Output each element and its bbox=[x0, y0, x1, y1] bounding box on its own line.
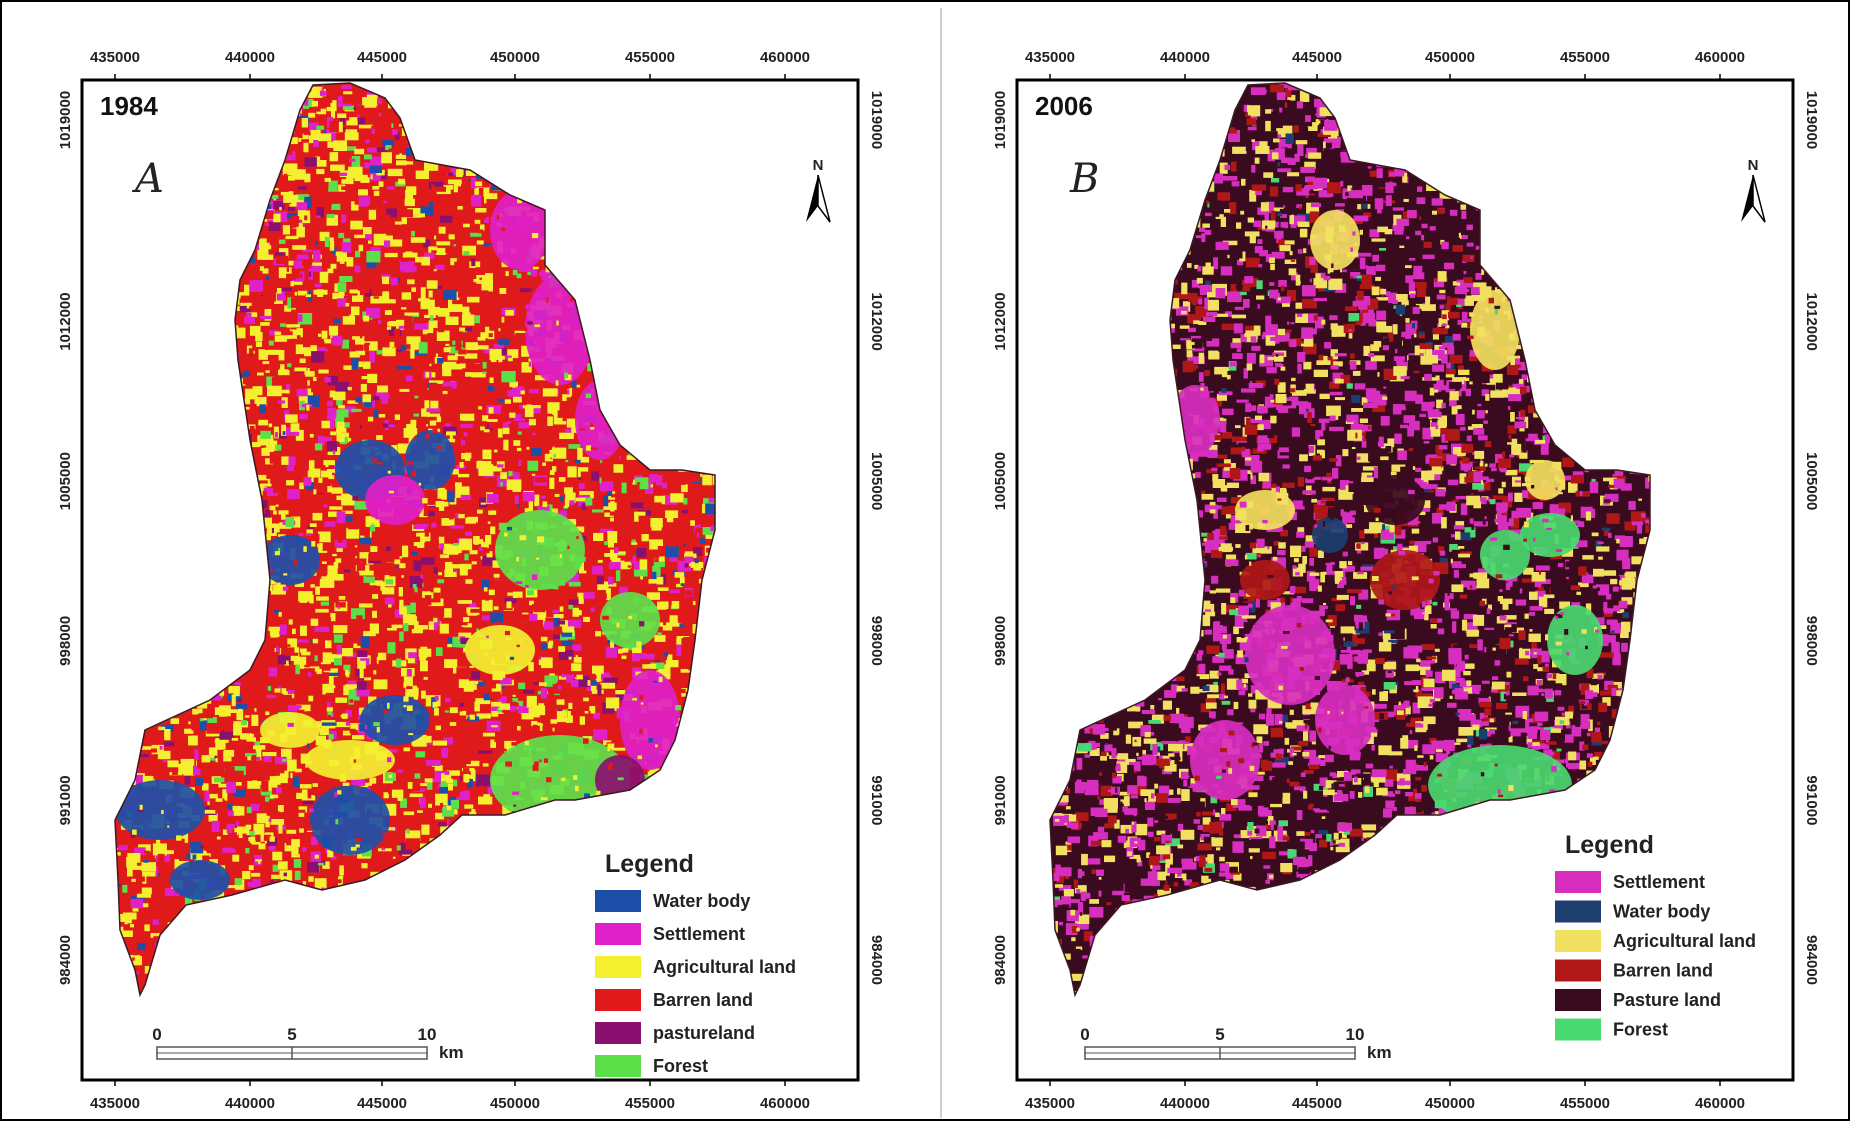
legend-item-label: Pasture land bbox=[1613, 990, 1721, 1010]
panel-letter: B bbox=[1069, 156, 1099, 202]
x-tick-label-bottom: 460000 bbox=[760, 1095, 810, 1112]
x-tick-label-top: 435000 bbox=[1025, 49, 1075, 66]
legend-item-label: Forest bbox=[653, 1056, 708, 1076]
legend-title: Legend bbox=[1565, 831, 1654, 859]
north-arrow-icon: N bbox=[806, 157, 831, 223]
x-tick-label-bottom: 455000 bbox=[1560, 1095, 1610, 1112]
scale-label: 0 bbox=[1080, 1025, 1089, 1044]
scale-label: 10 bbox=[418, 1025, 437, 1044]
y-tick-label-left: 1012000 bbox=[57, 292, 74, 350]
watershed-boundary bbox=[1049, 82, 1651, 998]
y-tick-label-right: 998000 bbox=[868, 616, 885, 666]
x-tick-label-top: 445000 bbox=[1292, 49, 1342, 66]
scale-label: 5 bbox=[1215, 1025, 1224, 1044]
scale-label: 0 bbox=[152, 1025, 161, 1044]
y-tick-label-left: 1019000 bbox=[992, 91, 1009, 149]
legend-item-label: Settlement bbox=[1613, 872, 1705, 892]
panel-letter: A bbox=[131, 156, 164, 202]
legend-item-label: Agricultural land bbox=[653, 957, 796, 977]
y-tick-label-left: 1019000 bbox=[57, 91, 74, 149]
x-tick-label-bottom: 445000 bbox=[357, 1095, 407, 1112]
x-tick-label-top: 440000 bbox=[1160, 49, 1210, 66]
x-tick-label-bottom: 440000 bbox=[1160, 1095, 1210, 1112]
legend-item-label: Agricultural land bbox=[1613, 931, 1756, 951]
y-tick-label-left: 991000 bbox=[57, 775, 74, 825]
x-tick-label-bottom: 450000 bbox=[1425, 1095, 1475, 1112]
legend-swatch bbox=[1555, 959, 1601, 982]
x-tick-label-top: 455000 bbox=[1560, 49, 1610, 66]
x-tick-label-top: 455000 bbox=[625, 49, 675, 66]
y-tick-label-right: 984000 bbox=[868, 935, 885, 985]
legend-item-label: Settlement bbox=[653, 924, 745, 944]
legend-swatch bbox=[1555, 900, 1601, 923]
y-tick-label-left: 998000 bbox=[57, 616, 74, 666]
watershed-boundary bbox=[114, 82, 716, 998]
y-tick-label-left: 984000 bbox=[992, 935, 1009, 985]
y-tick-label-right: 1012000 bbox=[1803, 292, 1820, 350]
y-tick-label-right: 991000 bbox=[1803, 775, 1820, 825]
x-tick-label-top: 445000 bbox=[357, 49, 407, 66]
y-tick-label-right: 1012000 bbox=[868, 292, 885, 350]
legend-swatch bbox=[595, 989, 641, 1011]
legend-swatch bbox=[595, 956, 641, 978]
map-svg: 435000 435000 440000 440000 445000 445000 4500… bbox=[992, 49, 1820, 1112]
scale-unit: km bbox=[1367, 1043, 1392, 1062]
y-tick-label-left: 1005000 bbox=[992, 452, 1009, 510]
legend-swatch bbox=[595, 923, 641, 945]
y-tick-label-left: 1005000 bbox=[57, 452, 74, 510]
map-panel-2006: 435000 435000 440000 440000 445000 445000 4500… bbox=[935, 0, 1850, 1121]
x-tick-label-bottom: 460000 bbox=[1695, 1095, 1745, 1112]
legend-swatch bbox=[1555, 1018, 1601, 1041]
map-svg: 435000 435000 440000 440000 445000 445000 4500… bbox=[57, 49, 885, 1112]
x-tick-label-bottom: 445000 bbox=[1292, 1095, 1342, 1112]
y-tick-label-right: 991000 bbox=[868, 775, 885, 825]
scale-label: 5 bbox=[287, 1025, 296, 1044]
legend-swatch bbox=[1555, 930, 1601, 952]
legend-item-label: pastureland bbox=[653, 1023, 755, 1043]
legend-swatch bbox=[595, 1055, 641, 1077]
panel-divider bbox=[940, 8, 942, 1118]
y-tick-label-left: 984000 bbox=[57, 935, 74, 985]
x-tick-label-bottom: 455000 bbox=[625, 1095, 675, 1112]
x-tick-label-bottom: 450000 bbox=[490, 1095, 540, 1112]
y-tick-label-right: 1019000 bbox=[1803, 91, 1820, 149]
y-tick-label-right: 984000 bbox=[1803, 935, 1820, 985]
y-tick-label-right: 1005000 bbox=[1803, 452, 1820, 510]
x-tick-label-top: 440000 bbox=[225, 49, 275, 66]
y-tick-label-right: 998000 bbox=[1803, 616, 1820, 666]
legend-title: Legend bbox=[605, 850, 694, 878]
legend-item-label: Forest bbox=[1613, 1020, 1668, 1040]
map-panel-1984: 435000 435000 440000 440000 445000 445000 4500… bbox=[57, 49, 885, 1112]
legend-swatch bbox=[595, 1022, 641, 1044]
x-tick-label-top: 450000 bbox=[1425, 49, 1475, 66]
legend-item-label: Water body bbox=[653, 891, 750, 911]
y-tick-label-left: 991000 bbox=[992, 775, 1009, 825]
x-tick-label-top: 435000 bbox=[90, 49, 140, 66]
legend-item-label: Barren land bbox=[653, 990, 753, 1010]
y-tick-label-left: 1012000 bbox=[992, 292, 1009, 350]
map-year-label: 2006 bbox=[1035, 91, 1093, 121]
x-tick-label-bottom: 435000 bbox=[90, 1095, 140, 1112]
map-year-label: 1984 bbox=[100, 91, 158, 121]
y-tick-label-left: 998000 bbox=[992, 616, 1009, 666]
scale-label: 10 bbox=[1346, 1025, 1365, 1044]
legend-swatch bbox=[1555, 989, 1601, 1011]
y-tick-label-right: 1005000 bbox=[868, 452, 885, 510]
y-tick-label-right: 1019000 bbox=[868, 91, 885, 149]
legend-item-label: Water body bbox=[1613, 902, 1710, 922]
north-arrow-icon: N bbox=[1741, 157, 1766, 223]
x-tick-label-bottom: 435000 bbox=[1025, 1095, 1075, 1112]
scale-unit: km bbox=[439, 1043, 464, 1062]
x-tick-label-top: 460000 bbox=[1695, 49, 1745, 66]
x-tick-label-bottom: 440000 bbox=[225, 1095, 275, 1112]
legend-swatch bbox=[595, 890, 641, 912]
legend-swatch bbox=[1555, 871, 1601, 893]
x-tick-label-top: 460000 bbox=[760, 49, 810, 66]
legend-item-label: Barren land bbox=[1613, 961, 1713, 981]
x-tick-label-top: 450000 bbox=[490, 49, 540, 66]
